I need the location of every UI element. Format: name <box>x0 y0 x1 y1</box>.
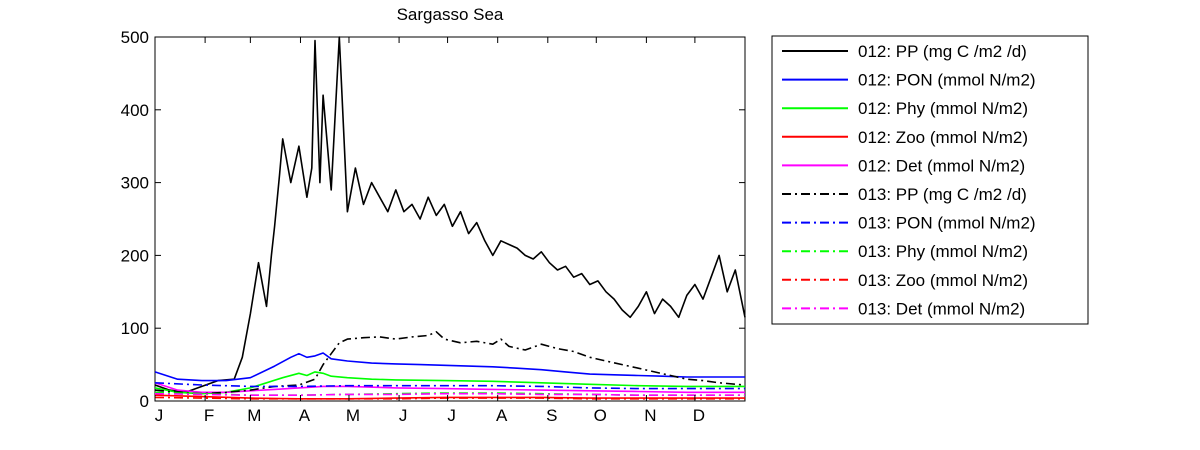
legend <box>771 35 1089 325</box>
x-tick-label: J <box>447 406 456 425</box>
chart-title: Sargasso Sea <box>397 5 504 24</box>
y-tick-label: 400 <box>121 101 149 120</box>
x-tick-label: D <box>693 406 705 425</box>
y-tick-label: 0 <box>140 392 149 411</box>
legend-label: 012: PON (mmol N/m2) <box>858 71 1036 90</box>
x-tick-label: A <box>496 406 508 425</box>
x-tick-label: S <box>546 406 557 425</box>
y-tick-label: 300 <box>121 174 149 193</box>
legend-label: 013: PP (mg C /m2 /d) <box>858 185 1027 204</box>
legend-label: 013: Zoo (mmol N/m2) <box>858 271 1028 290</box>
x-tick-label: F <box>204 406 214 425</box>
y-tick-label: 200 <box>121 246 149 265</box>
series-line-3 <box>154 371 745 395</box>
series-line-7 <box>154 382 745 390</box>
legend-label: 013: Det (mmol N/m2) <box>858 299 1025 318</box>
series-line-1 <box>154 36 746 394</box>
y-tick-label: 100 <box>121 319 149 338</box>
series-line-2 <box>154 352 745 382</box>
legend-label: 013: PON (mmol N/m2) <box>858 214 1036 233</box>
legend-entries: 012: PP (mg C /m2 /d) 012: PON (mmol N/m2… <box>782 42 1036 318</box>
x-tick-label: N <box>644 406 656 425</box>
legend-label: 012: PP (mg C /m2 /d) <box>858 42 1027 61</box>
x-tick-label: J <box>155 406 164 425</box>
x-tick-label: J <box>399 406 408 425</box>
x-tick-label: M <box>247 406 261 425</box>
legend-label: 012: Det (mmol N/m2) <box>858 156 1025 175</box>
legend-label: 013: Phy (mmol N/m2) <box>858 242 1028 261</box>
series-line-6 <box>154 330 746 395</box>
axes-layer: 0 100 200 300 400 500 J F M A M J J A S O N D <box>121 28 745 425</box>
y-tick-label: 500 <box>121 28 149 47</box>
x-tick-label: A <box>299 406 311 425</box>
legend-label: 012: Zoo (mmol N/m2) <box>858 128 1028 147</box>
x-tick-label: O <box>594 406 607 425</box>
x-tick-label: M <box>346 406 360 425</box>
legend-label: 012: Phy (mmol N/m2) <box>858 99 1028 118</box>
